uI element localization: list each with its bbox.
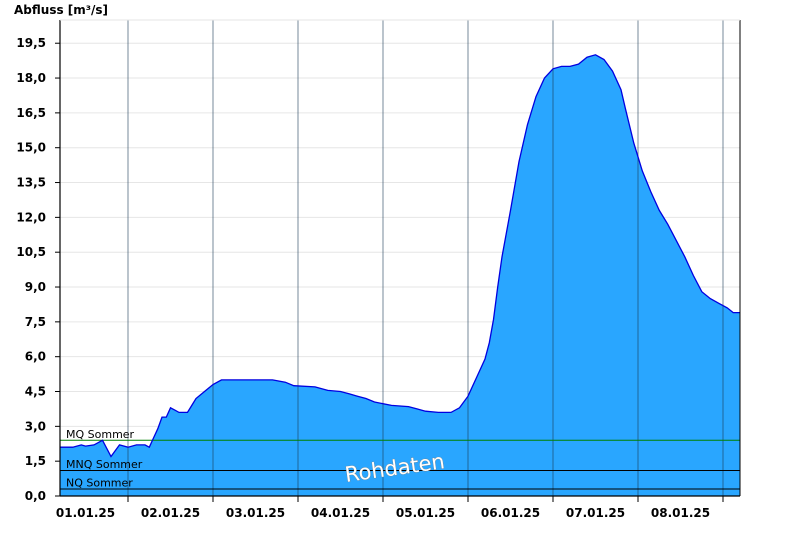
y-tick-label-8: 12,0 [16, 210, 46, 224]
y-tick-label-7: 10,5 [16, 245, 46, 259]
y-tick-label-0: 0,0 [25, 489, 46, 503]
x-tick-label-3: 04.01.25 [311, 506, 370, 520]
y-tick-label-1: 1,5 [25, 454, 46, 468]
x-tick-label-0: 01.01.25 [56, 506, 115, 520]
x-tick-label-6: 07.01.25 [566, 506, 625, 520]
y-tick-label-13: 19,5 [16, 36, 46, 50]
y-tick-label-3: 4,5 [25, 385, 46, 399]
x-tick-label-1: 02.01.25 [141, 506, 200, 520]
reference-lines: MQ Sommer MNQ Sommer NQ Sommer [60, 428, 740, 490]
y-tick-label-11: 16,5 [16, 106, 46, 120]
x-tick-label-5: 06.01.25 [481, 506, 540, 520]
x-tick-label-4: 05.01.25 [396, 506, 455, 520]
discharge-line [60, 54, 740, 458]
ref-line-label-2: NQ Sommer [66, 477, 133, 490]
y-tick-label-6: 9,0 [25, 280, 46, 294]
ref-line-label-0: MQ Sommer [66, 428, 135, 441]
day-divider-lines [127, 20, 724, 496]
y-tick-label-2: 3,0 [25, 419, 46, 433]
y-tick-label-4: 6,0 [25, 350, 46, 364]
x-tick-label-7: 08.01.25 [651, 506, 710, 520]
y-tick-label-5: 7,5 [25, 315, 46, 329]
y-tick-label-9: 13,5 [16, 176, 46, 190]
x-tick-label-2: 03.01.25 [226, 506, 285, 520]
y-tick-label-10: 15,0 [16, 141, 46, 155]
y-tick-label-12: 18,0 [16, 71, 46, 85]
y-axis-unit-label: Abfluss [m³/s] [14, 3, 108, 17]
x-axis-ticks: 01.01.25 02.01.25 03.01.25 04.01.25 05.01.25… [56, 496, 724, 520]
y-axis-ticks: 0,0 1,5 3,0 4,5 6,0 7,5 9,0 10,5 12,0 13,5 15,0 16,… [16, 36, 60, 503]
ref-line-label-1: MNQ Sommer [66, 458, 143, 471]
discharge-area [60, 54, 740, 497]
